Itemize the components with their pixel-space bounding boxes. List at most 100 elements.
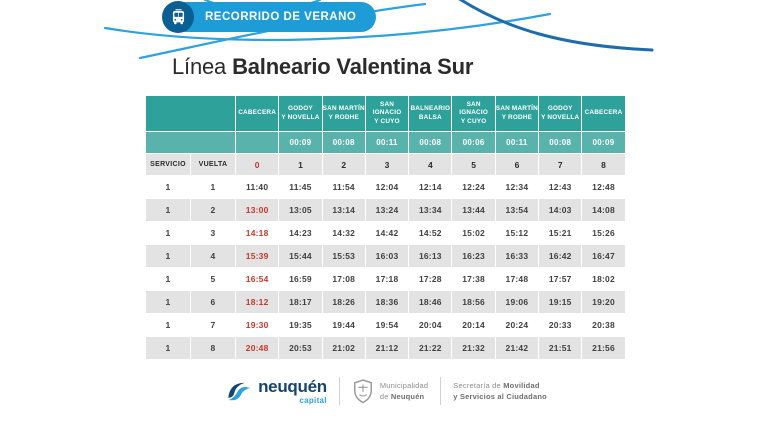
- stop-header-1: GODOY Y NOVELLA: [278, 95, 323, 132]
- time-cell: 14:18: [234, 221, 280, 245]
- travel-time-4: 00:08: [408, 131, 453, 154]
- timetable-row-4: 1 4 15:39 15:44 15:53 16:03 16:13 16:23 16:33 16:…: [145, 244, 626, 268]
- timetable: CABECERA GODOY Y NOVELLA SAN MARTÍN Y RODH…: [145, 95, 626, 360]
- secretary-line1: Secretaría de Movilidad: [453, 380, 540, 390]
- time-cell: 16:23: [451, 244, 496, 268]
- time-cell: 19:35: [278, 313, 323, 337]
- time-cell: 18:46: [408, 290, 453, 314]
- time-cell: 13:54: [494, 198, 540, 222]
- time-cell: 12:24: [451, 175, 496, 199]
- stop-header-8: CABECERA: [581, 95, 626, 132]
- time-cell: 18:12: [234, 290, 280, 314]
- municipality-logo: Municipalidad de Neuquén: [352, 378, 428, 404]
- vuelta-value: 5: [190, 267, 236, 291]
- time-cell: 15:39: [234, 244, 280, 268]
- time-cell: 21:22: [408, 336, 453, 360]
- vuelta-value: 2: [190, 198, 236, 222]
- time-cell: 19:20: [581, 290, 626, 314]
- stop-number-7: 7: [538, 153, 583, 176]
- stop-number-1: 1: [278, 153, 323, 176]
- stop-header-0: CABECERA: [234, 95, 280, 132]
- time-cell: 18:56: [451, 290, 496, 314]
- title-line-name: Balneario Valentina Sur: [232, 54, 474, 79]
- stop-header-2: SAN MARTÍN Y RODHE: [321, 95, 366, 132]
- time-cell: 16:59: [278, 267, 323, 291]
- travel-time-8: 00:09: [581, 131, 626, 154]
- time-cell: 20:48: [234, 336, 280, 360]
- time-cell: 17:08: [321, 267, 366, 291]
- stop-number-5: 5: [451, 153, 496, 176]
- secretary-text: Secretaría de Movilidad y Servicios al C…: [453, 380, 547, 403]
- time-cell: 11:45: [278, 175, 323, 199]
- time-cell: 20:33: [538, 313, 583, 337]
- time-cell: 14:23: [278, 221, 323, 245]
- stop-number-4: 4: [408, 153, 453, 176]
- time-cell: 21:51: [538, 336, 583, 360]
- servicio-value: 1: [145, 175, 191, 199]
- time-cell: 21:42: [494, 336, 540, 360]
- municipality-line1: Municipalidad: [379, 380, 429, 390]
- time-cell: 16:42: [538, 244, 583, 268]
- vuelta-value: 4: [190, 244, 236, 268]
- timetable-row-6: 1 6 18:12 18:17 18:26 18:36 18:46 18:56 19:06 19:…: [145, 290, 626, 314]
- travel-time-6: 00:11: [494, 131, 540, 154]
- timetable-corner-cell: [145, 95, 236, 132]
- time-cell: 19:15: [538, 290, 583, 314]
- footer: neuquén capital Municipalidad de Neuquén…: [0, 376, 770, 406]
- time-cell: 18:36: [364, 290, 410, 314]
- stop-header-4: BALNEARIO BALSA: [408, 95, 453, 132]
- time-cell: 19:06: [494, 290, 540, 314]
- time-cell: 17:57: [538, 267, 583, 291]
- timetable-row-1: 1 1 11:40 11:45 11:54 12:04 12:14 12:24 12:34 12:…: [145, 175, 626, 199]
- time-cell: 12:43: [538, 175, 583, 199]
- footer-divider: [338, 377, 340, 405]
- time-cell: 14:52: [408, 221, 453, 245]
- time-cell: 13:05: [278, 198, 323, 222]
- title-prefix: Línea: [172, 54, 227, 79]
- travel-time-3: 00:11: [364, 131, 410, 154]
- time-cell: 19:30: [234, 313, 280, 337]
- vuelta-value: 3: [190, 221, 236, 245]
- time-cell: 15:53: [321, 244, 366, 268]
- time-cell: 11:40: [234, 175, 280, 199]
- badge-label: RECORRIDO DE VERANO: [205, 11, 357, 23]
- servicio-value: 1: [145, 221, 191, 245]
- travel-time-2: 00:08: [321, 131, 366, 154]
- time-cell: 15:12: [494, 221, 540, 245]
- travel-time-1: 00:09: [278, 131, 323, 154]
- travel-time-corner-cell: [145, 131, 236, 154]
- servicio-value: 1: [145, 198, 191, 222]
- brand-name: neuquén: [258, 376, 327, 396]
- municipal-shield-icon: [353, 379, 372, 404]
- time-cell: 16:47: [581, 244, 626, 268]
- time-cell: 17:48: [494, 267, 540, 291]
- time-cell: 14:03: [538, 198, 583, 222]
- servicio-value: 1: [145, 244, 191, 268]
- time-cell: 12:04: [364, 175, 410, 199]
- stop-number-0: 0: [234, 153, 280, 176]
- time-cell: 15:26: [581, 221, 626, 245]
- time-cell: 13:44: [451, 198, 496, 222]
- neuquen-capital-logo: neuquén capital: [223, 376, 327, 406]
- time-cell: 16:33: [494, 244, 540, 268]
- timetable-row-8: 1 8 20:48 20:53 21:02 21:12 21:22 21:32 21:42 21:…: [145, 336, 626, 360]
- time-cell: 17:28: [408, 267, 453, 291]
- time-cell: 21:12: [364, 336, 410, 360]
- neuquen-logo-icon: [228, 382, 251, 401]
- time-cell: 21:02: [321, 336, 366, 360]
- time-cell: 16:03: [364, 244, 410, 268]
- footer-divider: [440, 377, 442, 405]
- time-cell: 21:56: [581, 336, 626, 360]
- stop-header-5: SAN IGNACIO Y CUYO: [451, 95, 496, 132]
- time-cell: 12:48: [581, 175, 626, 199]
- time-cell: 20:04: [408, 313, 453, 337]
- summer-route-badge: RECORRIDO DE VERANO: [162, 1, 377, 33]
- servicio-value: 1: [145, 290, 191, 314]
- time-cell: 13:34: [408, 198, 453, 222]
- vuelta-header: VUELTA: [190, 153, 236, 176]
- time-cell: 18:26: [321, 290, 366, 314]
- secretary-line2: y Servicios al Ciudadano: [453, 392, 547, 401]
- stop-number-2: 2: [321, 153, 366, 176]
- stop-header-7: GODOY Y NOVELLA: [538, 95, 583, 132]
- time-cell: 17:18: [364, 267, 410, 291]
